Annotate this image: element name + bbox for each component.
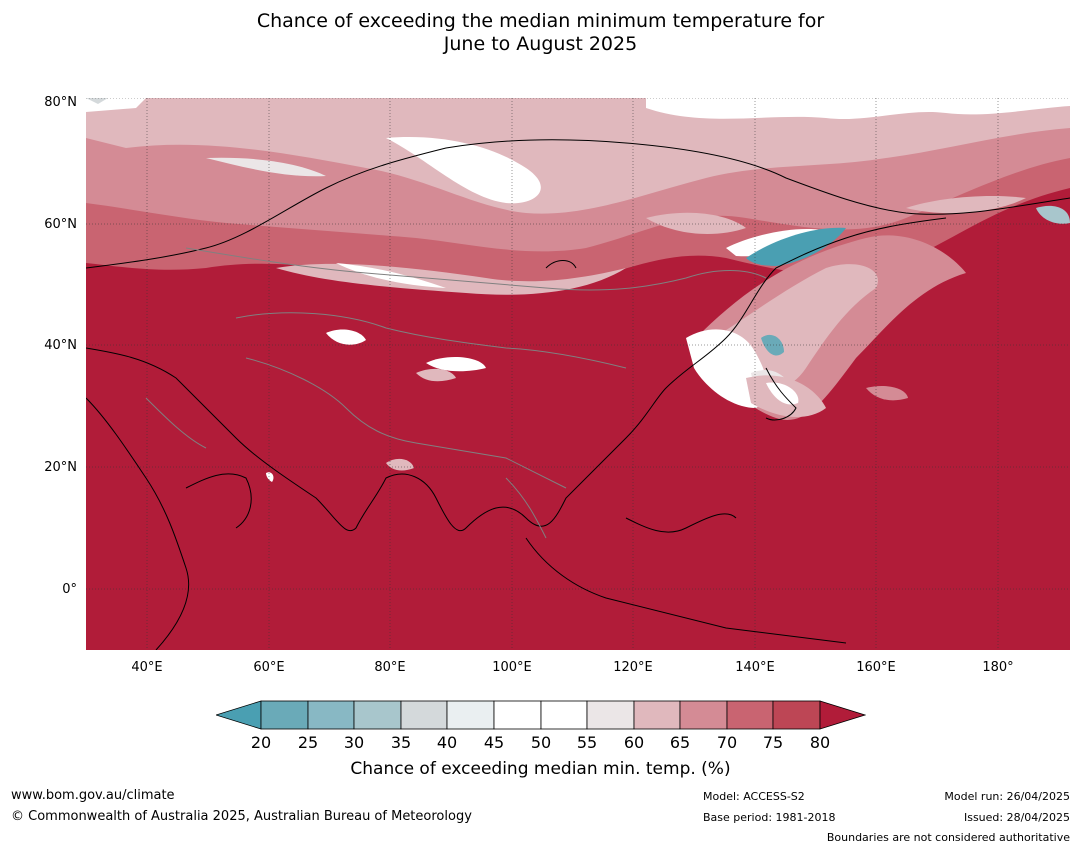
colorbar-tick-25: 25: [297, 733, 319, 752]
east-asia-patches: [646, 196, 1070, 420]
colorbar-tick-40: 40: [436, 733, 458, 752]
colorbar-tick-45: 45: [483, 733, 505, 752]
colorbar-50-55: [540, 700, 588, 730]
coastlines: [86, 139, 1070, 650]
footer-base-period: Base period: 1981-2018: [703, 811, 836, 824]
colorbar-25-30: [307, 700, 355, 730]
lat-label-0: 0°: [62, 582, 77, 597]
colorbar-45-50: [493, 700, 542, 730]
lon-label-40e: 40°E: [131, 660, 163, 675]
colorbar-tick-70: 70: [716, 733, 738, 752]
central-asia-patches: [266, 329, 486, 482]
lon-label-100e: 100°E: [492, 660, 532, 675]
title-line-2: June to August 2025: [443, 33, 638, 55]
lat-label-40n: 40°N: [44, 338, 77, 353]
lon-label-80e: 80°E: [374, 660, 406, 675]
graticule: [86, 98, 1070, 650]
lon-label-60e: 60°E: [253, 660, 285, 675]
footer-issued: Issued: 28/04/2025: [963, 811, 1070, 824]
probability-map: [86, 98, 1070, 650]
colorbar-tick-80: 80: [809, 733, 831, 752]
lon-label-140e: 140°E: [735, 660, 775, 675]
colorbar-75-80: [772, 700, 821, 730]
colorbar-35-40: [400, 700, 448, 730]
colorbar-tick-30: 30: [343, 733, 365, 752]
lat-label-20n: 20°N: [44, 460, 77, 475]
colorbar-tick-65: 65: [669, 733, 691, 752]
colorbar-40-45: [446, 700, 495, 730]
colorbar-65-70: [679, 700, 728, 730]
map-title: Chance of exceeding the median minimum t…: [0, 10, 1081, 56]
country-borders: [145, 247, 767, 539]
colorbar-20-25: [260, 700, 309, 730]
colorbar-below-20: [214, 700, 262, 730]
lat-label-60n: 60°N: [44, 217, 77, 232]
lat-label-80n: 80°N: [44, 95, 77, 110]
lon-label-180: 180°: [982, 660, 1014, 675]
colorbar-70-75: [726, 700, 774, 730]
lon-label-160e: 160°E: [856, 660, 896, 675]
lon-label-120e: 120°E: [613, 660, 653, 675]
colorbar-55-60: [586, 700, 635, 730]
colorbar-30-35: [353, 700, 402, 730]
footer-boundaries-note: Boundaries are not considered authoritat…: [826, 831, 1070, 844]
footer-copyright: © Commonwealth of Australia 2025, Austra…: [11, 809, 472, 824]
colorbar-tick-20: 20: [250, 733, 272, 752]
footer-url[interactable]: www.bom.gov.au/climate: [11, 788, 175, 803]
colorbar-above-80: [819, 700, 867, 730]
footer-model-run: Model run: 26/04/2025: [944, 790, 1070, 803]
colorbar-label: Chance of exceeding median min. temp. (%…: [350, 759, 731, 779]
colorbar: [214, 700, 867, 734]
colorbar-tick-75: 75: [762, 733, 784, 752]
title-line-1: Chance of exceeding the median minimum t…: [256, 10, 825, 32]
colorbar-60-65: [633, 700, 681, 730]
footer-model: Model: ACCESS-S2: [703, 790, 805, 803]
colorbar-tick-55: 55: [576, 733, 598, 752]
colorbar-tick-50: 50: [530, 733, 552, 752]
colorbar-tick-35: 35: [390, 733, 412, 752]
colorbar-tick-60: 60: [623, 733, 645, 752]
